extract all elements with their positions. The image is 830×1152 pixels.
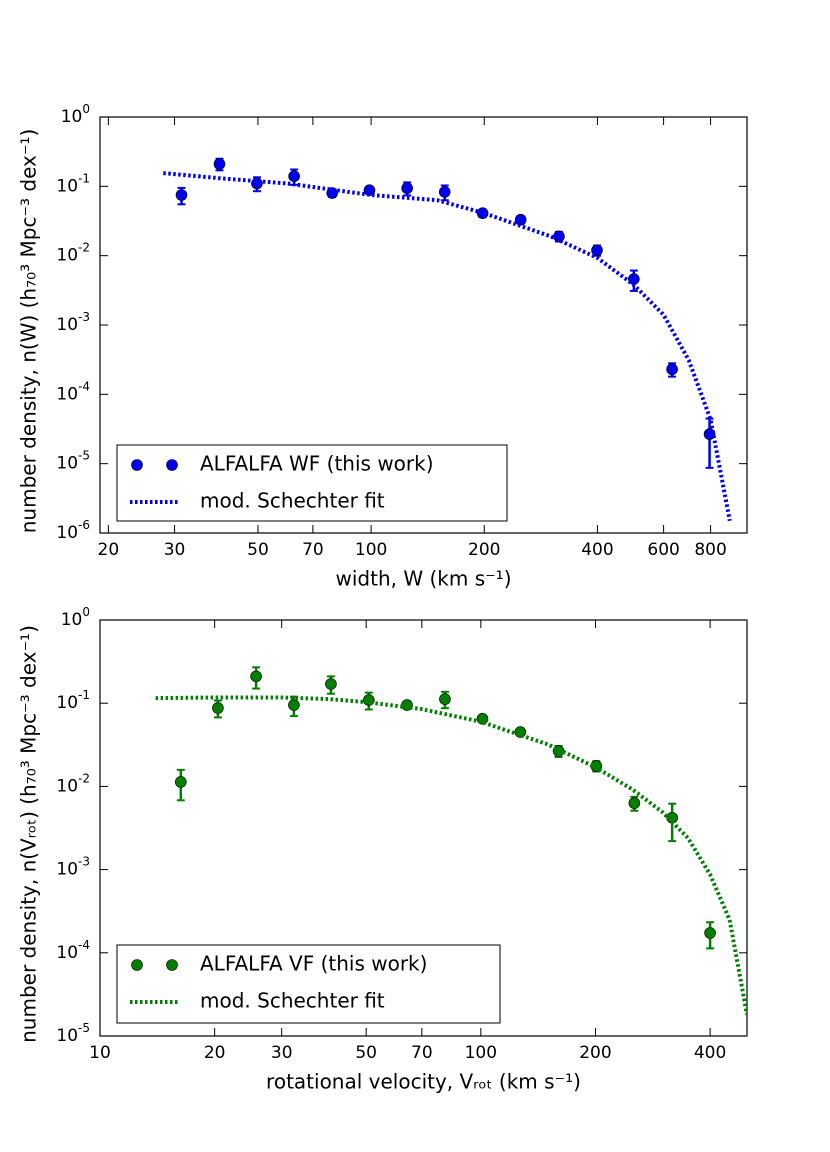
y-tick-label: 10-2 [56,771,90,797]
y-tick-base: 10 [56,776,78,796]
y-tick-exponent: -6 [78,518,90,532]
data-point [288,170,300,183]
x-tick-label: 10 [89,1043,111,1063]
y-tick-label: 10-3 [56,854,90,880]
y-tick-exponent: 0 [82,605,90,619]
x-tick-label: 100 [465,1043,497,1063]
x-tick-label: 30 [271,1043,293,1063]
plot-area [155,666,747,1016]
data-point [439,693,451,705]
data-point [401,182,413,194]
y-tick-exponent: -3 [78,854,90,868]
x-tick-label: 70 [411,1043,433,1063]
y-tick-exponent: -5 [78,448,90,462]
x-tick-label: 400 [694,1043,726,1063]
x-tick-label: 200 [468,540,500,560]
legend-box [116,444,508,522]
x-tick-label: 50 [247,540,269,560]
y-axis-label: number density, n(Vᵣₒₜ) (h₇₀³ Mpc⁻³ dex⁻… [17,625,41,1043]
y-tick-base: 10 [56,454,78,474]
y-tick-exponent: -4 [78,937,90,951]
plot-area [163,157,732,522]
data-point [438,186,451,198]
legend-box [116,944,501,1024]
y-tick-label: 10-4 [56,379,90,405]
data-point [704,927,716,939]
data-point [514,213,527,226]
data-point [175,776,187,788]
legend-label: ALFALFA VF (this work) [200,952,427,976]
y-tick-label: 10-5 [56,1021,90,1047]
y-tick-base: 10 [56,693,78,713]
legend-swatch [131,459,143,471]
y-tick-label: 10-4 [56,937,90,963]
y-tick-label: 100 [61,605,90,631]
y-tick-exponent: -1 [78,171,90,185]
y-tick-label: 10-1 [56,688,90,714]
data-point [175,189,188,201]
x-axis-label: rotational velocity, Vᵣₒₜ (km s⁻¹) [266,1070,581,1094]
data-point [250,670,262,683]
y-tick-base: 10 [56,1026,78,1046]
data-point [288,699,300,711]
data-point [628,797,641,809]
data-point [666,363,678,376]
y-tick-base: 10 [56,943,78,963]
legend-swatch [131,959,143,971]
y-tick-exponent: -2 [78,771,90,785]
y-tick-exponent: -4 [78,379,90,393]
legend-label: ALFALFA WF (this work) [200,452,434,476]
x-tick-label: 30 [164,540,186,560]
legend-label: mod. Schechter fit [200,489,385,513]
x-tick-label: 800 [694,540,726,560]
data-point [363,184,376,196]
y-tick-base: 10 [61,107,83,127]
legend-label: mod. Schechter fit [200,989,385,1013]
y-tick-base: 10 [56,246,78,266]
legend-swatch [166,959,178,971]
y-tick-exponent: -2 [78,240,90,254]
data-point [514,726,527,738]
y-tick-exponent: -1 [78,688,90,702]
x-tick-label: 200 [579,1043,611,1063]
x-tick-label: 20 [98,540,120,560]
y-tick-base: 10 [61,610,83,630]
y-tick-label: 10-2 [56,240,90,266]
y-tick-base: 10 [56,176,78,196]
x-tick-label: 600 [647,540,679,560]
panel: 20 30 50 70 100 200 400 600 80010010-110-210-310… [17,102,748,591]
y-tick-label: 10-3 [56,310,90,336]
data-point [591,244,603,256]
y-tick-base: 10 [56,384,78,404]
y-tick-exponent: -3 [78,310,90,324]
y-tick-base: 10 [56,523,78,543]
x-axis-label: width, W (km s⁻¹) [336,567,512,591]
fit-line [163,171,732,522]
y-tick-label: 10-5 [56,448,90,474]
y-tick-exponent: -5 [78,1021,90,1035]
plot-frame [99,619,748,1037]
x-tick-label: 100 [355,540,387,560]
y-axis-label: number density, n(W) (h₇₀³ Mpc⁻³ dex⁻¹) [17,129,41,534]
data-point [325,678,337,690]
data-point [212,702,224,714]
x-tick-label: 400 [581,540,613,560]
x-tick-label: 20 [204,1043,226,1063]
y-tick-label: 100 [61,102,90,128]
y-tick-exponent: 0 [82,102,90,116]
y-tick-label: 10-6 [56,518,90,544]
x-tick-label: 50 [355,1043,377,1063]
fit-line [155,695,747,1016]
x-tick-label: 70 [302,540,324,560]
data-point [213,158,226,170]
y-tick-label: 10-1 [56,171,90,197]
y-tick-base: 10 [56,860,78,880]
legend-swatch [166,459,178,471]
y-tick-base: 10 [56,315,78,335]
panel: 10 20 30 50 70 100 200 40010010-110-210-310-410… [17,605,748,1094]
